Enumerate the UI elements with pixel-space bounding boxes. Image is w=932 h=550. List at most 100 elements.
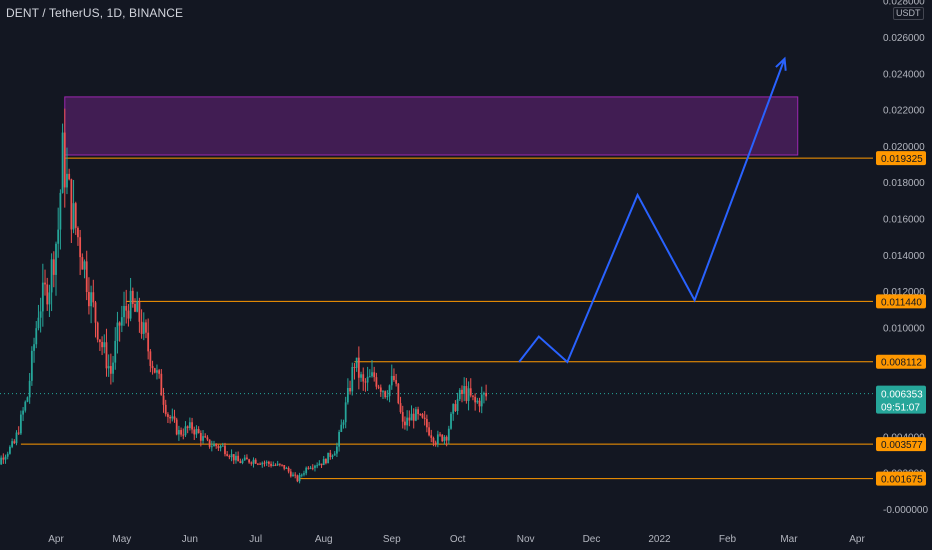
candle-body: [92, 292, 95, 303]
candle: [173, 409, 176, 423]
candle: [421, 412, 424, 419]
candle-body: [83, 261, 86, 270]
candle: [112, 356, 114, 383]
candle: [465, 377, 468, 404]
candle: [467, 381, 470, 411]
candle-body: [134, 304, 136, 312]
candle-body: [342, 422, 345, 425]
currency-badge[interactable]: USDT: [893, 7, 924, 20]
candle: [417, 406, 419, 420]
candle-body: [94, 302, 97, 323]
candle: [278, 463, 281, 467]
candle: [57, 207, 60, 258]
candle-body: [210, 446, 213, 448]
candle-body: [384, 391, 387, 398]
y-tick-label: 0.016000: [883, 215, 925, 226]
candle-body: [458, 389, 461, 400]
candle-body: [175, 419, 178, 435]
candle-body: [252, 459, 255, 464]
candle-body: [63, 132, 66, 188]
candle: [316, 462, 319, 469]
candle: [83, 259, 86, 279]
candle: [94, 300, 97, 338]
candle-body: [408, 417, 411, 421]
candle: [129, 277, 132, 322]
candle: [285, 466, 288, 469]
candle-body: [167, 414, 169, 417]
projection-line[interactable]: [518, 58, 786, 364]
candle: [2, 453, 5, 464]
candle-body: [55, 243, 57, 275]
candle-body: [379, 387, 382, 392]
candle-body: [127, 310, 130, 319]
candle: [485, 384, 488, 401]
candle-body: [289, 471, 292, 477]
candle-body: [366, 376, 369, 383]
time-axis[interactable]: Apr May Jun Jul Aug Sep Oct Nov Dec 2022 Feb Mar Apr: [48, 534, 865, 545]
candle-body: [239, 461, 242, 463]
candle: [160, 369, 163, 396]
candle: [318, 460, 321, 466]
candle-body: [357, 357, 360, 378]
candle-body: [404, 421, 406, 426]
candle-body: [399, 403, 402, 413]
level-tag-bg: [876, 471, 926, 486]
candle-body: [485, 393, 488, 397]
candle: [48, 284, 51, 318]
candle: [256, 463, 259, 466]
supply-zone-rect[interactable]: [64, 96, 799, 156]
candle-body: [217, 446, 220, 449]
candle: [311, 464, 314, 471]
candle: [13, 439, 16, 445]
supply-zone[interactable]: [64, 96, 799, 156]
candle-body: [109, 366, 112, 374]
candle: [35, 321, 38, 349]
candle: [441, 434, 444, 443]
candle-body: [123, 306, 125, 318]
price-axis-background[interactable]: [873, 0, 932, 550]
level-tag-bg: [876, 354, 926, 369]
candle: [419, 413, 422, 416]
candle: [52, 251, 55, 288]
symbol-title[interactable]: DENT / TetherUS, 1D, BINANCE: [6, 6, 184, 20]
candle-body: [307, 467, 310, 469]
candle-body: [70, 179, 73, 230]
candle: [476, 397, 479, 404]
level-tag-label: 0.011440: [881, 297, 922, 308]
candle: [259, 462, 261, 465]
candle: [439, 432, 441, 437]
candle: [377, 384, 380, 390]
candle: [142, 312, 145, 341]
candle-body: [316, 465, 319, 467]
candle-body: [246, 457, 248, 460]
candle: [19, 410, 22, 435]
candle-body: [450, 413, 452, 429]
candle: [235, 451, 237, 464]
candle-body: [428, 427, 430, 436]
candle: [274, 463, 277, 467]
candle: [292, 472, 294, 477]
candle: [149, 349, 152, 373]
candle-body: [265, 461, 268, 463]
candle: [26, 396, 29, 403]
candle: [368, 369, 371, 378]
candle-body: [261, 462, 264, 465]
candle-body: [219, 446, 222, 449]
candle-body: [351, 367, 354, 392]
candle-body: [465, 386, 468, 401]
horizontal-levels[interactable]: [20, 157, 873, 480]
projection-path[interactable]: [518, 56, 787, 364]
x-tick-label: Oct: [450, 534, 466, 545]
candle: [263, 460, 266, 467]
candle: [6, 451, 9, 460]
candle-body: [105, 342, 108, 369]
projection-arrowhead[interactable]: [775, 56, 787, 71]
candle-body: [28, 380, 31, 398]
candle: [436, 430, 439, 448]
candle-body: [430, 435, 433, 438]
candle: [210, 440, 213, 452]
candle-body: [48, 292, 51, 305]
candle-body: [346, 388, 349, 403]
candle-body: [362, 374, 365, 382]
